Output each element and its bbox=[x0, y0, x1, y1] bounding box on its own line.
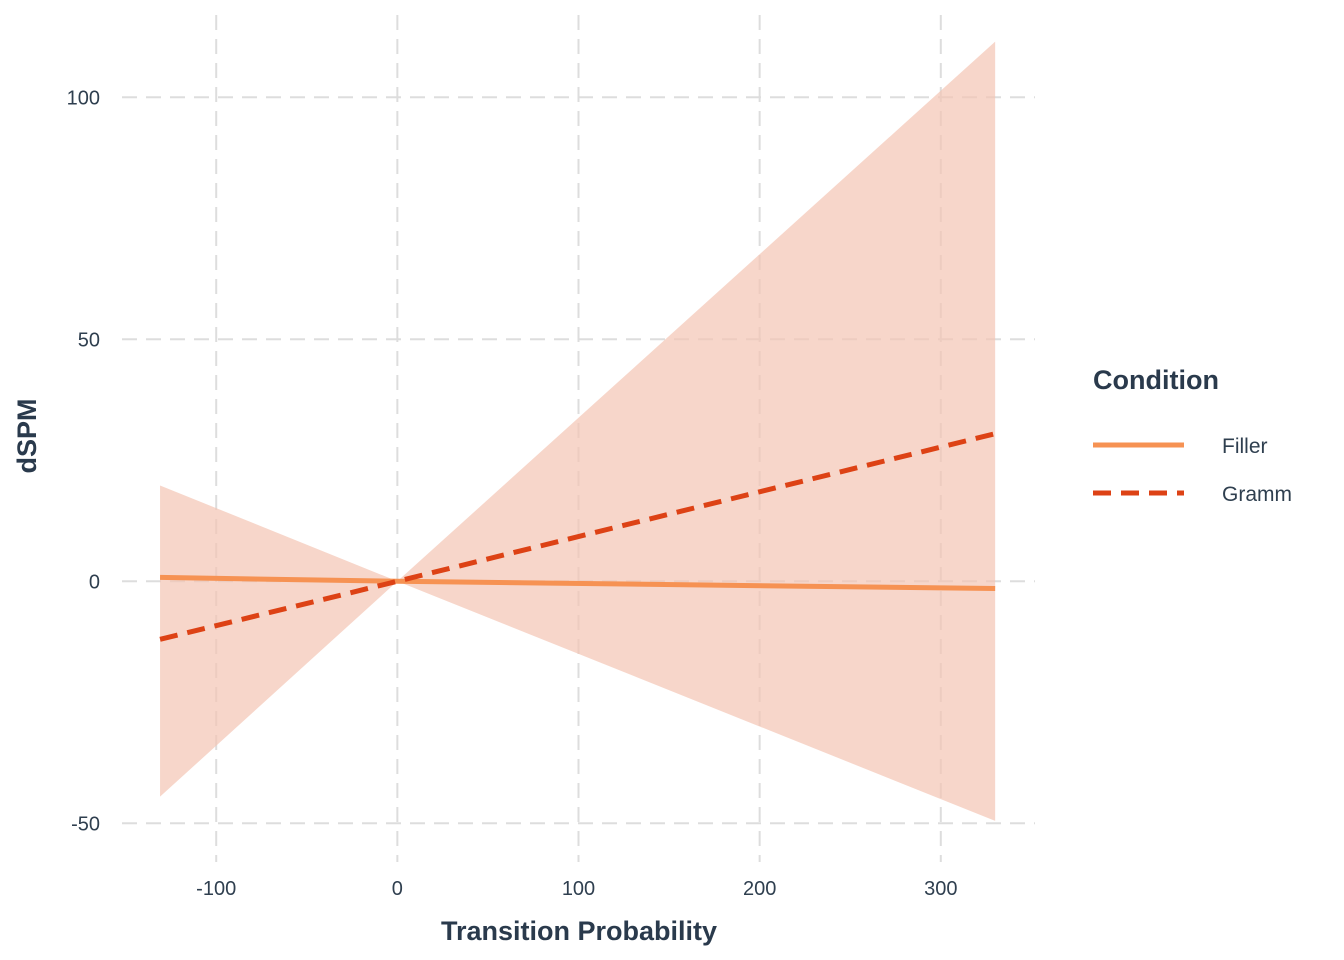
y-tick-label: 50 bbox=[78, 329, 100, 351]
x-tick-label: 200 bbox=[743, 878, 776, 900]
y-tick-label: 100 bbox=[67, 87, 100, 109]
y-tick-label: 0 bbox=[89, 571, 100, 593]
x-tick-label: -100 bbox=[196, 878, 236, 900]
legend-title: Condition bbox=[1093, 365, 1219, 395]
confidence-band-layer bbox=[160, 41, 996, 821]
x-tick-label: 100 bbox=[562, 878, 595, 900]
tick-label-layer: -100 0 100 200 300 -50 0 50 100 bbox=[67, 87, 958, 900]
series-line-filler bbox=[160, 574, 996, 592]
legend: Condition Filler Gramm bbox=[1093, 365, 1292, 506]
x-tick-label: 300 bbox=[924, 878, 957, 900]
series-layer bbox=[159, 431, 996, 642]
series-line-gramm bbox=[159, 431, 996, 642]
y-axis-title: dSPM bbox=[12, 398, 42, 473]
legend-items: Filler Gramm bbox=[1093, 435, 1292, 506]
confidence-band bbox=[160, 41, 996, 821]
legend-label-gramm: Gramm bbox=[1222, 483, 1292, 506]
x-axis-title: Transition Probability bbox=[441, 916, 717, 946]
x-tick-label: 0 bbox=[392, 878, 403, 900]
legend-label-filler: Filler bbox=[1222, 435, 1268, 458]
y-tick-label: -50 bbox=[71, 813, 100, 835]
